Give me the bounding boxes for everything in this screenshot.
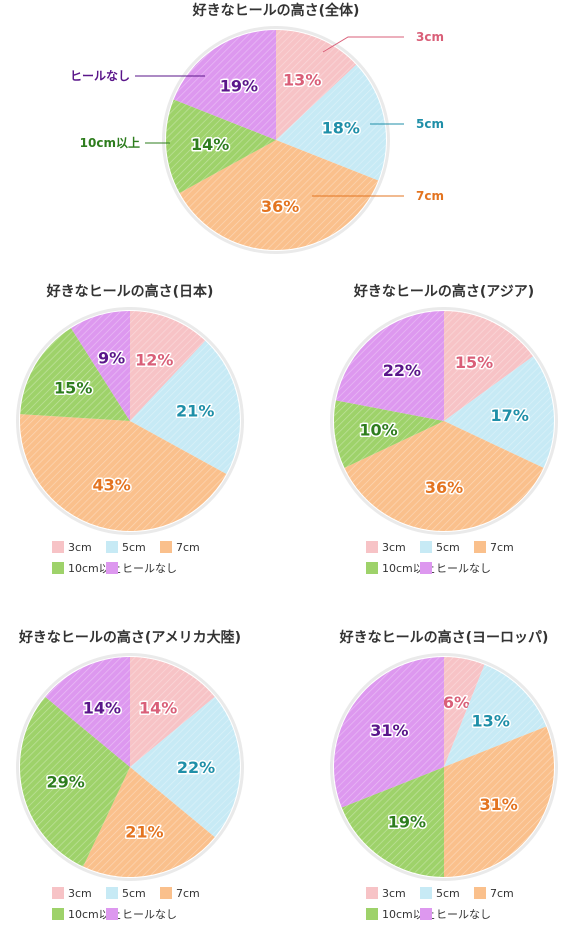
legend-swatch-3cm [366, 541, 378, 553]
slice-percent-label: 43% [92, 475, 130, 494]
callout-line-3cm [322, 36, 404, 53]
legend-swatch-3cm [52, 541, 64, 553]
legend-swatch-no-heel [420, 908, 432, 920]
slice-percent-label: 31% [479, 795, 517, 814]
legend-label-5cm: 5cm [436, 887, 460, 900]
legend-swatch-3cm [52, 887, 64, 899]
chart-title: 好きなヒールの高さ(日本) [46, 283, 214, 300]
slice-percent-label: 14% [191, 135, 229, 154]
chart-title: 好きなヒールの高さ(アメリカ大陸) [18, 629, 241, 646]
pie-outer-ring [330, 653, 558, 881]
legend-swatch-no-heel [106, 908, 118, 920]
slice-percent-label: 6% [443, 693, 470, 712]
legend-label-5cm: 5cm [436, 541, 460, 554]
pie-outer-ring [330, 307, 558, 535]
pie-chart-4: 好きなヒールの高さ(ヨーロッパ)6%13%31%19%31%3cm 5cm 7cm1… [330, 629, 558, 921]
pie-outer-ring [16, 307, 244, 535]
legend-swatch-no-heel [106, 562, 118, 574]
slice-percent-label: 19% [388, 813, 426, 832]
chart-title: 好きなヒールの高さ(アジア) [353, 283, 534, 300]
legend-swatch-5cm [106, 541, 118, 553]
legend-label-no-heel: ヒールなし [122, 562, 177, 575]
slice-percent-label: 22% [177, 758, 215, 777]
callout-label-7cm: 7cm [416, 189, 444, 203]
callout-label-3cm: 3cm [416, 30, 444, 44]
chart-title: 好きなヒールの高さ(全体) [192, 2, 360, 19]
legend-label-3cm: 3cm [68, 887, 92, 900]
pie-outer-ring [16, 653, 244, 881]
legend-swatch-5cm [420, 887, 432, 899]
slice-percent-label: 15% [455, 353, 493, 372]
callout-label-5cm: 5cm [416, 117, 444, 131]
legend-label-7cm: 7cm [490, 541, 514, 554]
legend-swatch-10cm-plus [52, 908, 64, 920]
pie-chart-0: 好きなヒールの高さ(全体) 13% 18% 36% 14% 19% 3cm 5cm 7cm 10c… [70, 2, 444, 254]
legend-label-no-heel: ヒールなし [436, 908, 491, 921]
slice-percent-label: 17% [491, 406, 529, 425]
slice-percent-label: 13% [283, 70, 321, 89]
legend-swatch-7cm [474, 887, 486, 899]
legend-label-7cm: 7cm [490, 887, 514, 900]
slice-percent-label: 21% [125, 822, 163, 841]
slice-percent-label: 22% [383, 361, 421, 380]
slice-percent-label: 12% [135, 351, 173, 370]
slice-percent-label: 19% [220, 76, 258, 95]
legend-swatch-7cm [474, 541, 486, 553]
legend-label-7cm: 7cm [176, 887, 200, 900]
slice-percent-label: 36% [261, 197, 299, 216]
legend-swatch-10cm-plus [366, 562, 378, 574]
slice-percent-label: 21% [176, 402, 214, 421]
legend-label-no-heel: ヒールなし [122, 908, 177, 921]
legend-swatch-5cm [420, 541, 432, 553]
legend-label-3cm: 3cm [382, 887, 406, 900]
legend-swatch-10cm-plus [366, 908, 378, 920]
callout-label-10cm-plus: 10cm以上 [80, 135, 140, 150]
legend-swatch-7cm [160, 541, 172, 553]
slice-percent-label: 18% [322, 119, 360, 138]
slice-percent-label: 10% [359, 420, 397, 439]
legend-swatch-5cm [106, 887, 118, 899]
slice-percent-label: 13% [472, 711, 510, 730]
legend-label-3cm: 3cm [68, 541, 92, 554]
callout-label-no-heel: ヒールなし [70, 69, 130, 83]
slice-percent-label: 15% [54, 378, 92, 397]
legend-swatch-3cm [366, 887, 378, 899]
slice-percent-label: 9% [98, 349, 125, 368]
chart-title: 好きなヒールの高さ(ヨーロッパ) [339, 629, 549, 646]
pie-chart-3: 好きなヒールの高さ(アメリカ大陸) 14% 22% 21% 29% 14% 3cm 5cm 7c… [16, 629, 244, 921]
legend-swatch-7cm [160, 887, 172, 899]
slice-percent-label: 36% [425, 478, 463, 497]
slice-percent-label: 29% [46, 772, 84, 791]
legend-swatch-10cm-plus [52, 562, 64, 574]
slice-percent-label: 14% [139, 698, 177, 717]
pie-chart-2: 好きなヒールの高さ(アジア)15%17%36%10%22%3cm 5cm 7cm10… [330, 283, 558, 575]
legend-label-7cm: 7cm [176, 541, 200, 554]
pie-outer-ring [162, 26, 390, 254]
legend-label-5cm: 5cm [122, 887, 146, 900]
slice-percent-label: 31% [370, 721, 408, 740]
legend-swatch-no-heel [420, 562, 432, 574]
legend-label-3cm: 3cm [382, 541, 406, 554]
legend-label-no-heel: ヒールなし [436, 562, 491, 575]
slice-percent-label: 14% [83, 698, 121, 717]
legend-label-5cm: 5cm [122, 541, 146, 554]
pie-chart-1: 好きなヒールの高さ(日本)12%21%43%15%9%3cm 5cm 7cm10cm… [16, 283, 244, 575]
